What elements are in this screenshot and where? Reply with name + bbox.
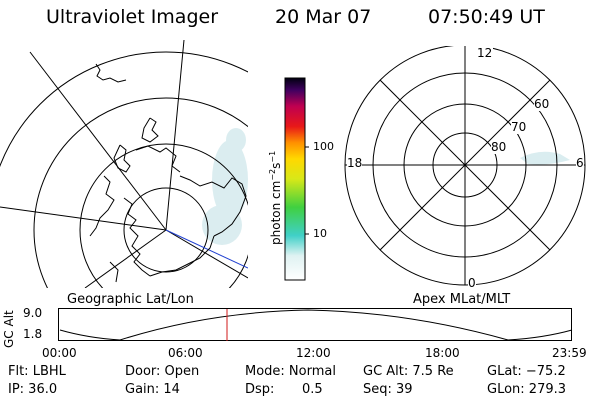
unit-photon-cm: photon cm [269,180,283,245]
alt-tick-1-8: 1.8 [23,327,43,341]
time-tick-0000: 00:00 [42,346,77,360]
time-tick-1800: 18:00 [425,346,460,360]
mode-status: Mode: Normal [245,364,336,379]
dsp-label: Dsp: [245,382,275,397]
image-date: 20 Mar 07 [275,6,372,28]
geographic-map [0,40,250,288]
ip-status: IP: 36.0 [8,382,58,397]
coastlines [89,63,247,283]
polar-aurora [520,151,570,165]
glat-status: GLat: −75.2 [487,364,566,379]
colorbar-unit-label: photon cm−2s−1 [268,151,283,245]
seq-status: Seq: 39 [363,382,413,397]
altitude-curve [59,309,573,341]
glon-status: GLon: 279.3 [487,382,567,397]
colorbar [262,76,312,282]
time-tick-1200: 12:00 [296,346,331,360]
mlt-label-18: 18 [347,156,363,170]
gc-alt-axis-label: GC Alt [2,310,16,348]
colorbar-tick-100: 100 [313,140,334,153]
polar-plot-svg [344,44,586,286]
altitude-strip [58,308,574,342]
mlt-label-12: 12 [476,46,494,60]
colorbar-svg [284,77,309,281]
unit-exp-2: −1 [268,150,277,163]
mlt-label-6: 6 [576,156,584,170]
filter-status: Flt: LBHL [8,364,66,379]
latitude-circles [0,51,248,288]
unit-exp-1: −2 [268,168,277,181]
polar-spokes [345,45,585,285]
geographic-map-svg [0,40,248,288]
geographic-caption: Geographic Lat/Lon [67,292,194,307]
meridian-lines [0,40,248,288]
imager-title: Ultraviolet Imager [46,6,219,28]
image-time: 07:50:49 UT [428,6,545,28]
alt-tick-9: 9.0 [23,306,43,320]
time-tick-0600: 06:00 [168,346,203,360]
altitude-strip-svg [58,308,573,341]
apex-caption: Apex MLat/MLT [413,292,511,307]
door-status: Door: Open [125,364,200,379]
gc-alt-status: GC Alt: 7.5 Re [363,364,454,379]
mlat-label-60: 60 [534,97,550,111]
mlat-label-70: 70 [511,120,527,134]
unit-s: s [269,162,283,169]
time-tick-2359: 23:59 [552,346,587,360]
terminator-line [165,229,248,269]
polar-plot [340,44,590,292]
dsp-value: 0.5 [302,382,323,397]
mlat-label-80: 80 [491,140,507,154]
mlt-label-0: 0 [468,276,476,290]
colorbar-tick-10: 10 [313,227,327,240]
gain-status: Gain: 14 [125,382,180,397]
